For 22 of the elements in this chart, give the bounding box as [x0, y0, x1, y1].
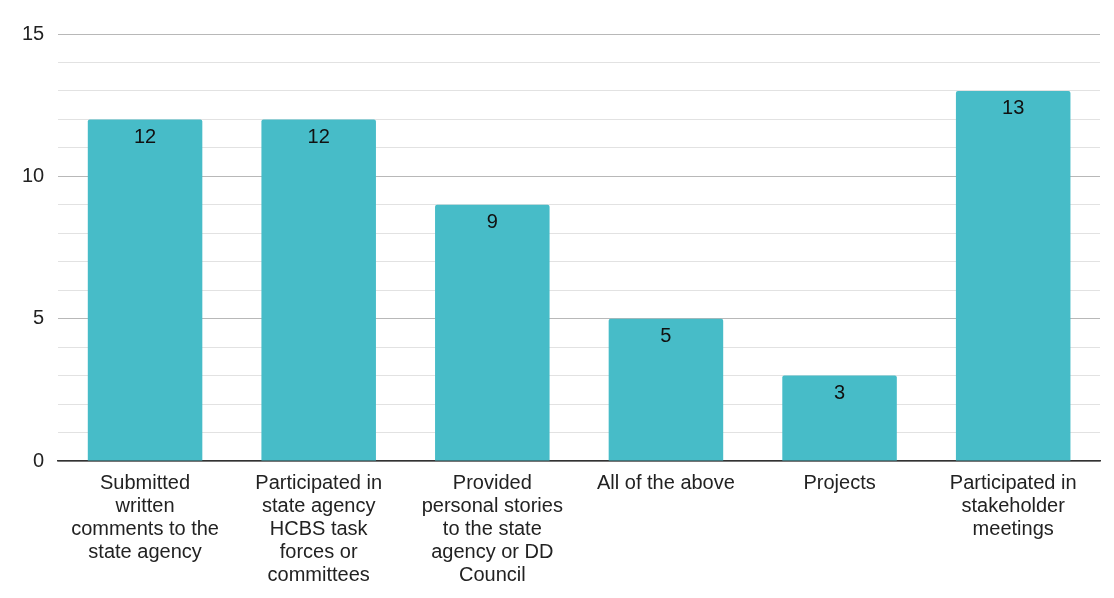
bar [435, 204, 550, 461]
x-tick-label: Participated in stakeholder meetings [949, 471, 1077, 540]
bar [261, 119, 376, 461]
y-tick-label: 0 [33, 448, 45, 471]
data-label: 5 [660, 324, 672, 347]
x-tick-label: All of the above [597, 471, 735, 494]
data-label: 12 [133, 124, 157, 147]
x-tick-label: Provided personal stories to the state agency or DD Council [421, 471, 563, 586]
bar [608, 318, 724, 461]
y-tick-label: 15 [22, 21, 45, 44]
x-tick-label: Projects [803, 471, 876, 494]
data-label: 12 [307, 124, 330, 147]
x-tick-label: Participated in state agency HCBS task forces or committees [255, 471, 383, 586]
data-label: 13 [1002, 96, 1025, 119]
y-tick-label: 10 [22, 163, 45, 186]
x-tick-label: Submitted written comments to the state agency [71, 471, 219, 563]
y-tick-label: 5 [33, 306, 45, 329]
bar [782, 375, 897, 461]
bar [87, 119, 203, 461]
bar [955, 90, 1071, 461]
data-label: 3 [834, 381, 846, 404]
data-label: 9 [486, 210, 498, 233]
